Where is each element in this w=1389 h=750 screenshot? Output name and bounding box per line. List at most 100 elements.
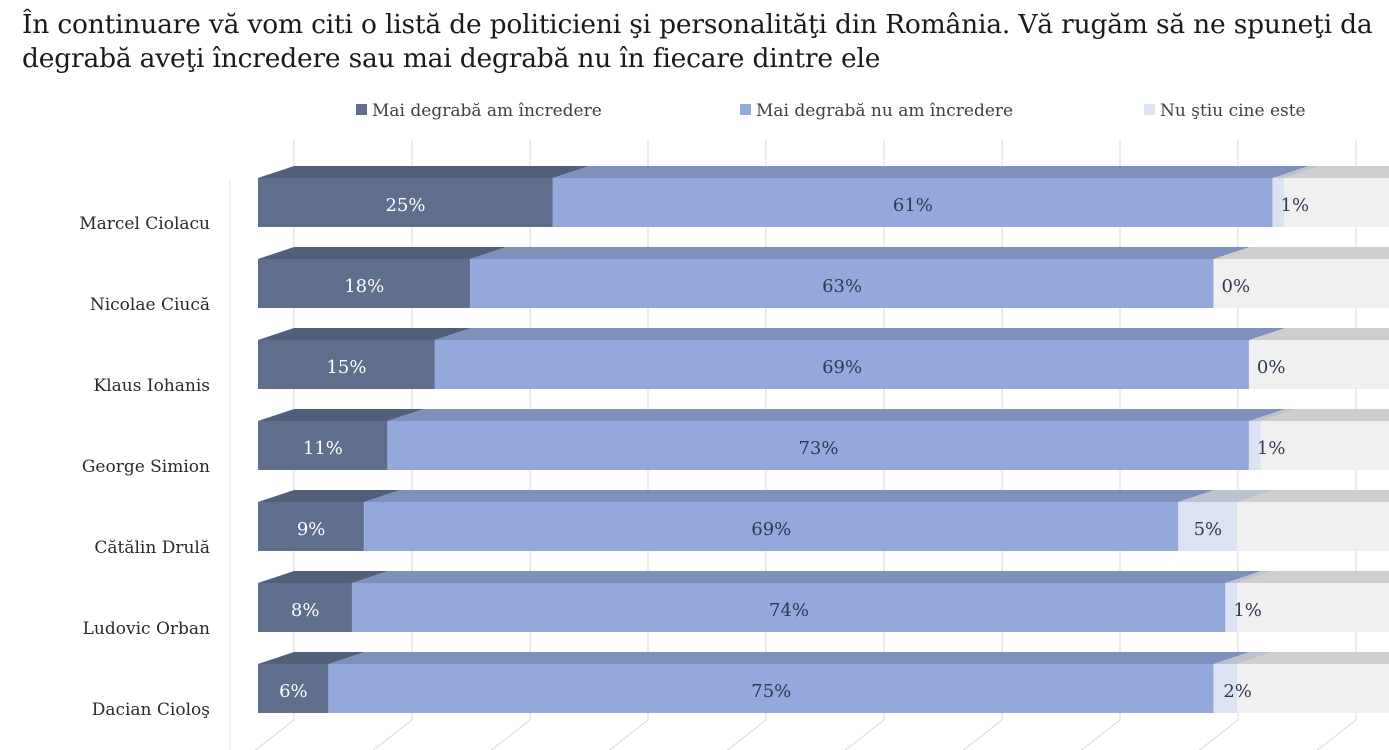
bar-segment-series-1 (258, 583, 353, 632)
legend-swatch-1 (356, 104, 367, 115)
bar-segment-series-1 (258, 259, 471, 308)
data-label-series-1: 15% (326, 357, 366, 378)
chart-bars (258, 166, 1389, 713)
gridline-floor (1198, 719, 1239, 750)
gridline-floor (1080, 719, 1121, 750)
data-label-series-3: 0% (1222, 276, 1251, 297)
data-label-series-2: 69% (751, 519, 791, 540)
category-label: Nicolae Ciucă (90, 295, 210, 315)
chart-labels: Marcel Ciolacu 25% 61% 1% Nicolae Ciucă 18% 63… (79, 195, 1309, 720)
bar-segment-series-2 (435, 340, 1250, 389)
gridline-floor (962, 719, 1003, 750)
data-label-series-3: 2% (1223, 681, 1252, 702)
data-label-series-3: 0% (1257, 357, 1286, 378)
bar-segment-series-2 (470, 259, 1214, 308)
bar-segment-series-2-top (352, 571, 1262, 583)
data-label-series-3: 1% (1233, 600, 1262, 621)
gridline-floor (490, 719, 531, 750)
gridline-floor (1316, 719, 1357, 750)
bar-segment-remainder (1284, 178, 1389, 227)
bar-segment-series-1-top (258, 166, 589, 178)
bar-segment-remainder-top (1284, 166, 1389, 178)
category-label: Klaus Iohanis (94, 376, 211, 396)
gridline-floor (608, 719, 649, 750)
legend-swatch-2 (740, 104, 751, 115)
bar-segment-remainder-top (1237, 571, 1389, 583)
bar-segment-remainder (1213, 259, 1389, 308)
bar-segment-series-3-top (1249, 409, 1297, 421)
bar-segment-remainder-top (1261, 409, 1389, 421)
bar-segment-series-3-top (1213, 652, 1274, 664)
bar-segment-series-1 (258, 502, 365, 551)
bar-segment-series-1-top (258, 571, 389, 583)
bar-segment-remainder-top (1237, 490, 1389, 502)
legend-label-2: Mai degrabă nu am încredere (756, 101, 1013, 121)
category-label: Dacian Cioloş (92, 700, 210, 720)
bar-segment-series-2 (328, 664, 1214, 713)
question-line-1: În continuare vă vom citi o listă de pol… (22, 9, 1373, 40)
bar-segment-series-2-top (470, 247, 1250, 259)
gridline-floor (726, 719, 767, 750)
bar-segment-series-1-top (258, 328, 471, 340)
gridline-floor (372, 719, 413, 750)
data-label-series-1: 18% (344, 276, 384, 297)
legend-label-3: Nu ştiu cine este (1160, 101, 1306, 121)
data-label-series-1: 11% (303, 438, 343, 459)
data-label-series-2: 69% (822, 357, 862, 378)
bar-segment-series-2-top (364, 490, 1215, 502)
bar-segment-series-1-top (258, 409, 424, 421)
data-label-series-1: 25% (385, 195, 425, 216)
data-label-series-2: 61% (893, 195, 933, 216)
bar-segment-series-2 (553, 178, 1273, 227)
gridline-floor (844, 719, 885, 750)
bar-segment-series-1-top (258, 247, 507, 259)
chart-legend: Mai degrabă am încredere Mai degrabă nu a… (356, 101, 1306, 121)
bar-segment-series-3-top (1272, 166, 1321, 178)
bar-segment-remainder-top (1213, 247, 1389, 259)
legend-label-1: Mai degrabă am încredere (372, 101, 602, 121)
bar-segment-series-1-top (258, 652, 365, 664)
bar-segment-series-2 (387, 421, 1250, 470)
bar-segment-series-2 (364, 502, 1179, 551)
bar-segment-series-2-top (435, 328, 1286, 340)
data-label-series-2: 73% (798, 438, 838, 459)
bar-segment-series-3 (1178, 502, 1238, 551)
question-line-2: degrabă aveţi încredere sau mai degrabă … (22, 43, 881, 74)
bar-segment-series-1-top (258, 490, 401, 502)
bar-segment-series-2-top (387, 409, 1286, 421)
bar-segment-series-3 (1249, 421, 1261, 470)
bar-segment-series-2 (352, 583, 1226, 632)
bar-segment-remainder (1237, 583, 1389, 632)
data-label-series-1: 9% (297, 519, 326, 540)
legend-swatch-3 (1144, 104, 1155, 115)
data-label-series-1: 6% (279, 681, 308, 702)
bar-segment-series-2-top (328, 652, 1250, 664)
bar-segment-remainder-top (1237, 652, 1389, 664)
bar-segment-remainder (1261, 421, 1389, 470)
data-label-series-3: 1% (1257, 438, 1286, 459)
data-label-series-2: 75% (751, 681, 791, 702)
data-label-series-2: 74% (769, 600, 809, 621)
bar-segment-series-1 (258, 178, 553, 227)
page-title: În continuare vă vom citi o listă de pol… (22, 8, 1389, 76)
data-label-series-2: 63% (822, 276, 862, 297)
bar-segment-series-2-top (553, 166, 1309, 178)
data-label-series-1: 8% (291, 600, 320, 621)
bar-segment-remainder (1249, 340, 1389, 389)
bar-segment-remainder (1237, 502, 1389, 551)
bar-segment-series-3-top (1225, 571, 1274, 583)
category-label: George Simion (82, 457, 210, 477)
category-label: Cătălin Drulă (94, 538, 210, 558)
bar-segment-series-3 (1225, 583, 1238, 632)
bar-segment-series-1 (258, 340, 435, 389)
bar-segment-series-3 (1272, 178, 1285, 227)
data-label-series-3: 5% (1194, 519, 1223, 540)
data-label-series-3: 1% (1281, 195, 1310, 216)
category-label: Marcel Ciolacu (79, 214, 210, 234)
bar-segment-series-3 (1213, 664, 1238, 713)
bar-segment-series-1 (258, 421, 388, 470)
bar-segment-remainder (1237, 664, 1389, 713)
bar-segment-series-3-top (1178, 490, 1274, 502)
category-label: Ludovic Orban (83, 619, 210, 639)
